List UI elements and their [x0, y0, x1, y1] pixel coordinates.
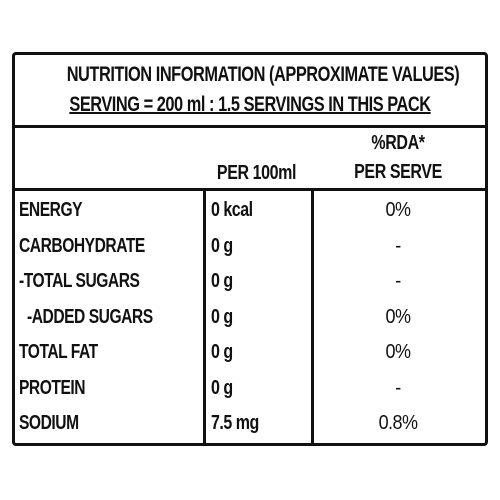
- nutrient-rda: 0%: [385, 341, 411, 363]
- table-row-added-sugars: -ADDED SUGARS 0 g 0%: [15, 302, 485, 338]
- header-divider: [15, 188, 485, 191]
- nutrient-per-100ml: 0 g: [211, 234, 233, 257]
- nutrient-name: TOTAL FAT: [19, 341, 98, 363]
- nutrient-name: SODIUM: [19, 412, 79, 434]
- nutrient-name: CARBOHYDRATE: [19, 234, 145, 257]
- table-row-sodium: SODIUM 7.5 mg 0.8%: [15, 408, 485, 444]
- header-title: NUTRITION INFORMATION (APPROXIMATE VALUE…: [66, 63, 460, 86]
- column-header-rda-line2: PER SERVE: [354, 161, 442, 183]
- table-row-carbohydrate: CARBOHYDRATE 0 g -: [15, 231, 485, 267]
- nutrient-rda: -: [395, 234, 401, 257]
- nutrient-rda: 0%: [385, 305, 411, 328]
- table-row-energy: ENERGY 0 kcal 0%: [15, 195, 485, 231]
- header-serving: SERVING = 200 ml : 1.5 SERVINGS IN THIS …: [69, 93, 431, 116]
- nutrient-per-100ml: 0 g: [211, 270, 233, 292]
- table-row-total-sugars: -TOTAL SUGARS 0 g -: [15, 266, 485, 302]
- column-header-per-100ml: PER 100ml: [203, 128, 310, 188]
- nutrition-label: NUTRITION INFORMATION (APPROXIMATE VALUE…: [12, 52, 488, 446]
- nutrient-name: PROTEIN: [19, 376, 86, 399]
- column-header-rda-line1: %RDA*: [371, 132, 425, 154]
- nutrient-name: -TOTAL SUGARS: [19, 270, 140, 292]
- table-row-total-fat: TOTAL FAT 0 g 0%: [15, 337, 485, 373]
- nutrient-per-100ml: 7.5 mg: [211, 412, 259, 434]
- table-row-protein: PROTEIN 0 g -: [15, 373, 485, 409]
- column-divider-2: [311, 188, 314, 443]
- nutrient-name: ENERGY: [19, 199, 83, 221]
- nutrition-header: NUTRITION INFORMATION (APPROXIMATE VALUE…: [15, 55, 485, 128]
- nutrient-rda: -: [395, 270, 401, 292]
- nutrient-name: -ADDED SUGARS: [27, 305, 153, 328]
- nutrition-rows: ENERGY 0 kcal 0% CARBOHYDRATE 0 g - -TOT…: [15, 195, 485, 444]
- nutrient-per-100ml: 0 g: [211, 376, 233, 399]
- nutrient-rda: 0%: [385, 199, 411, 221]
- nutrient-rda: -: [395, 376, 401, 399]
- column-divider-1: [203, 188, 206, 443]
- nutrient-rda: 0.8%: [378, 412, 418, 434]
- column-header-per-100ml-label: PER 100ml: [216, 162, 297, 184]
- column-header-rda: %RDA* PER SERVE: [311, 128, 485, 188]
- nutrient-per-100ml: 0 g: [211, 341, 233, 363]
- nutrient-per-100ml: 0 g: [211, 305, 233, 328]
- nutrient-per-100ml: 0 kcal: [211, 199, 253, 221]
